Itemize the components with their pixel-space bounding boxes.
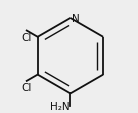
Text: Cl: Cl	[22, 33, 32, 42]
Text: N: N	[72, 14, 80, 24]
Text: Cl: Cl	[22, 83, 32, 92]
Text: H₂N: H₂N	[50, 101, 69, 111]
